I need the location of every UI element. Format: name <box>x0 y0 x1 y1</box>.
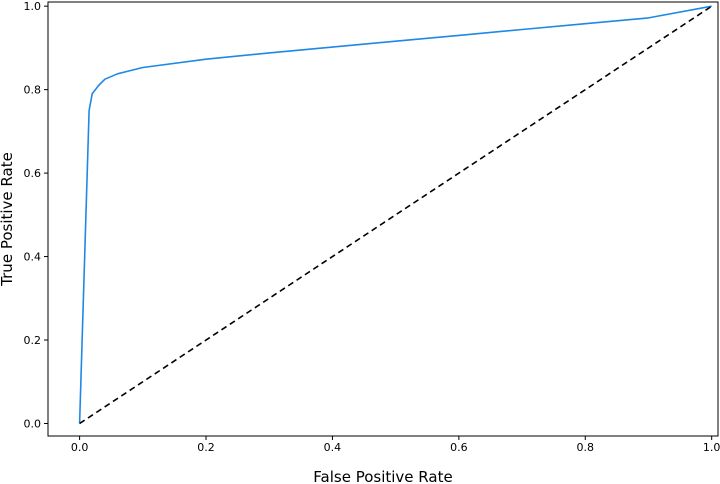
x-tick-label: 0.2 <box>197 441 215 454</box>
y-axis-label: True Positive Rate <box>0 152 16 287</box>
x-tick-label: 0.8 <box>577 441 595 454</box>
x-axis-label: False Positive Rate <box>313 468 452 484</box>
y-tick-label: 0.6 <box>24 167 42 180</box>
axis-ticks: 0.0 0.2 0.4 0.6 0.8 1.0 0.0 0.2 0.4 0.6 0.8 1.0 <box>24 0 720 454</box>
plot-frame <box>47 1 719 437</box>
x-tick-label: 0.0 <box>71 441 89 454</box>
y-tick-label: 0.0 <box>24 417 42 430</box>
y-tick-label: 0.8 <box>24 84 42 97</box>
x-tick-label: 0.6 <box>450 441 468 454</box>
y-tick-label: 0.2 <box>24 334 42 347</box>
y-tick-label: 1.0 <box>24 0 42 13</box>
diagonal-reference-line <box>79 5 713 425</box>
y-tick-label: 0.4 <box>24 251 42 264</box>
x-tick-label: 0.4 <box>324 441 342 454</box>
series-layer <box>78 5 713 425</box>
x-tick-label: 1.0 <box>703 441 720 454</box>
roc-curve <box>78 5 712 424</box>
